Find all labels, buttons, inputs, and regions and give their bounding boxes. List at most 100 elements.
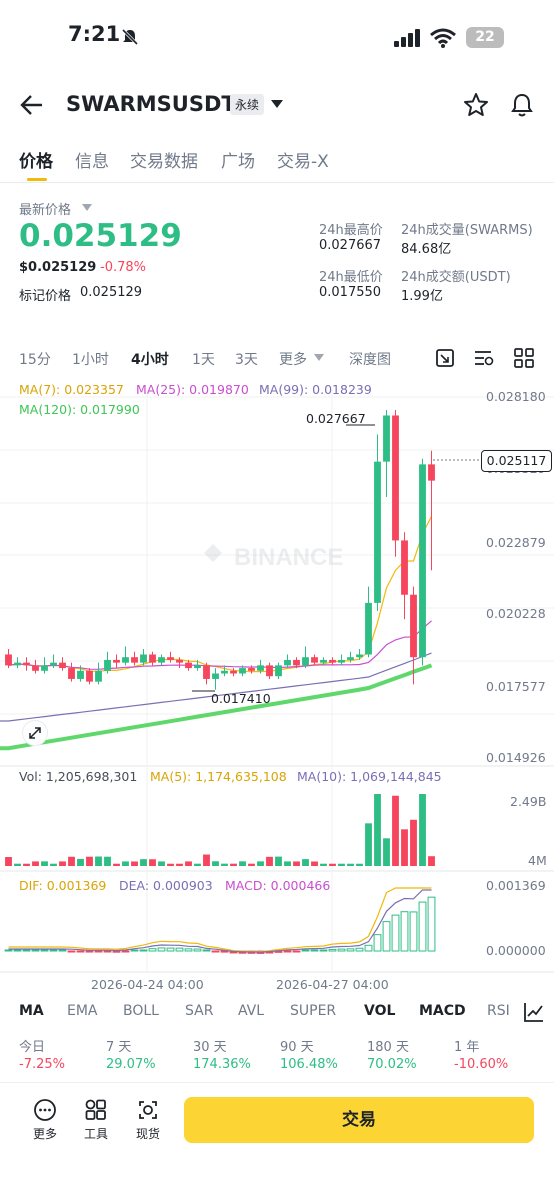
ma120-legend: MA(120): 0.017990 [19,402,140,417]
candle-body [68,668,75,679]
candle-body [194,665,201,669]
indicator-rsi[interactable]: RSI [487,1003,510,1019]
volume-bar [86,856,93,866]
candle-body [185,662,192,669]
more-dots-icon [34,1099,56,1121]
macd-bar [13,949,22,952]
chevron-down-icon[interactable] [271,99,283,109]
indicator-boll[interactable]: BOLL [123,1003,159,1019]
interval-1h[interactable]: 1小时 [72,352,109,368]
interval-1d[interactable]: 1天 [192,352,215,368]
candle-body [284,659,291,666]
y-axis-label: 0.022879 [486,535,546,550]
signal-icon [394,29,420,47]
macd-bar [112,950,121,953]
candle-body [149,654,156,663]
macd-bar [31,949,40,952]
ma-line [8,516,433,673]
macd-dif-line [8,887,432,953]
tab-square[interactable]: 广场 [221,152,255,172]
macd-bar [382,921,391,952]
candlestick-chart[interactable]: BINANCE 0.027667 0.017410 [0,380,554,980]
perf-label-1y: 1 年 [454,1040,480,1055]
expand-icon[interactable] [22,720,48,746]
macd-axis-zero: 0.000000 [486,943,546,958]
last-price-label[interactable]: 最新价格 [19,203,72,218]
interval-3d[interactable]: 3天 [235,352,258,368]
volume-bar [104,856,111,866]
ma99-line [0,652,432,722]
line-chart-icon[interactable] [523,1001,545,1023]
perf-value-7d: 29.07% [106,1057,156,1072]
macd-bar [148,948,157,952]
candle-body [356,654,363,658]
macd-histogram [4,887,436,954]
chart-settings-icon[interactable] [473,348,495,368]
candle-body [419,464,426,658]
indicator-settings[interactable] [515,998,554,1026]
more-button[interactable]: 更多 [25,1098,65,1142]
tab-info[interactable]: 信息 [75,152,109,172]
caret-down-icon[interactable] [314,354,324,361]
indicator-sar[interactable]: SAR [185,1003,214,1019]
star-icon[interactable] [463,92,489,118]
perf-value-30d: 174.36% [193,1057,251,1072]
indicator-ema[interactable]: EMA [67,1003,98,1019]
contract-type-badge: 永续 [230,94,265,115]
interval-4h[interactable]: 4小时 [131,352,169,368]
trade-button[interactable]: 交易 [184,1097,534,1143]
volume-bar [284,861,291,866]
interval-15m[interactable]: 15分 [19,352,51,368]
back-arrow-icon[interactable] [20,94,44,116]
high-label: 24h最高价 [319,223,383,238]
perf-value-today: -7.25% [19,1057,65,1072]
perf-label-90d: 90 天 [280,1040,314,1055]
tab-price[interactable]: 价格 [19,152,53,172]
macd-bar [346,948,355,952]
macd-bar [67,950,76,953]
candle-body [59,662,66,669]
volume-bar [392,795,399,866]
caret-down-icon[interactable] [82,204,92,211]
volume-bar [59,861,66,866]
spot-button[interactable]: 现货 [128,1098,168,1142]
macd-bar [364,944,373,952]
volume-bar [95,856,102,866]
high-annotation: 0.027667 [306,411,366,426]
fullscreen-chart-icon[interactable] [435,348,455,368]
volume-axis-top: 2.49B [510,794,547,809]
volume-legend: Vol: 1,205,698,301 [19,769,138,784]
ma-lines [0,516,433,751]
macd-bar [328,948,337,952]
candle-body [113,659,120,663]
volume-bar [131,861,138,866]
symbol-title[interactable]: SWARMSUSDT [66,92,236,116]
grid-layout-icon[interactable] [514,348,534,368]
y-axis-label: 0.017577 [486,679,546,694]
candle-body [383,415,390,462]
perf-label-180d: 180 天 [367,1040,409,1055]
candle-body [302,657,309,666]
macd-bar [310,949,319,952]
tools-label: 工具 [83,1127,108,1141]
volume-bar [158,861,165,866]
candle-body [293,659,300,666]
perf-label-today: 今日 [19,1040,46,1055]
volume-bar [293,861,300,866]
volume-ma5-legend: MA(5): 1,174,635,108 [150,769,287,784]
volume-bar [194,863,201,866]
interval-more[interactable]: 更多 [279,352,307,368]
macd-bar [76,950,85,953]
depth-chart[interactable]: 深度图 [349,352,391,368]
indicator-ma[interactable]: MA [19,1003,44,1019]
indicator-vol[interactable]: VOL [364,1003,396,1019]
tab-trade-x[interactable]: 交易-X [277,152,329,172]
macd-bar [94,950,103,953]
indicator-macd[interactable]: MACD [419,1003,466,1019]
macd-bar [58,949,67,952]
indicator-super[interactable]: SUPER [290,1003,337,1019]
bell-icon[interactable] [510,92,534,118]
tab-trading-data[interactable]: 交易数据 [130,152,198,172]
tools-button[interactable]: 工具 [76,1098,116,1142]
indicator-avl[interactable]: AVL [238,1003,265,1019]
